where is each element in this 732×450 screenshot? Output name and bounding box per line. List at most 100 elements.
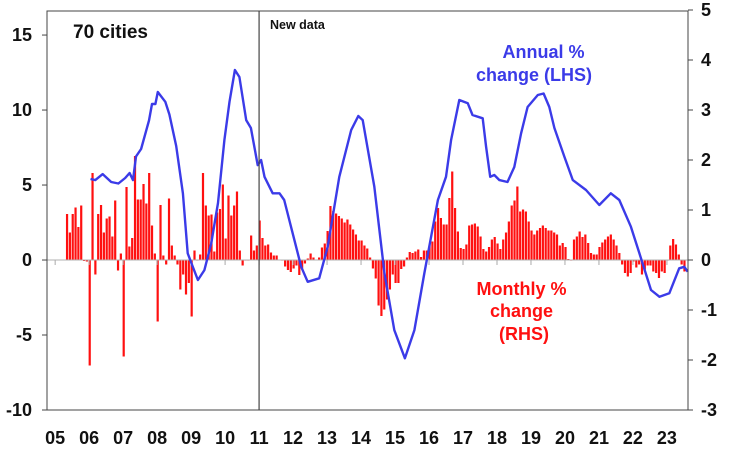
monthly-bar bbox=[224, 238, 227, 260]
monthly-bar bbox=[558, 245, 561, 260]
right-axis: -3 -2 -1 0 1 2 3 4 5 bbox=[688, 0, 717, 420]
monthly-bar bbox=[564, 247, 567, 260]
monthly-bar bbox=[357, 240, 360, 260]
monthly-bar bbox=[674, 244, 678, 260]
monthly-bar bbox=[672, 239, 675, 260]
monthly-bar bbox=[626, 260, 629, 277]
monthly-bar bbox=[561, 243, 564, 260]
monthly-bar bbox=[527, 221, 530, 260]
x-tick-label: 21 bbox=[589, 428, 609, 448]
monthly-bar bbox=[462, 249, 465, 260]
monthly-bar bbox=[371, 260, 375, 269]
monthly-bar bbox=[618, 253, 621, 260]
monthly-bar bbox=[182, 260, 185, 275]
monthly-bar bbox=[65, 214, 69, 260]
monthly-bar bbox=[349, 224, 352, 260]
monthly-bar bbox=[145, 203, 148, 260]
monthly-bars bbox=[65, 156, 686, 366]
monthly-bar bbox=[635, 260, 638, 268]
monthly-bar bbox=[165, 260, 168, 265]
monthly-bar bbox=[657, 260, 661, 278]
monthly-bar bbox=[184, 260, 188, 295]
right-axis-tick-label: 1 bbox=[701, 200, 711, 220]
monthly-bar bbox=[235, 191, 239, 260]
monthly-bar bbox=[99, 205, 103, 260]
monthly-bar bbox=[190, 260, 193, 317]
monthly-bar bbox=[275, 255, 278, 260]
monthly-bar bbox=[337, 216, 341, 260]
monthly-bar bbox=[170, 245, 173, 260]
monthly-bar bbox=[318, 257, 321, 260]
right-axis-tick-label: -2 bbox=[701, 350, 717, 370]
monthly-series-label: Monthly % change (RHS) bbox=[476, 279, 571, 344]
monthly-bar bbox=[442, 224, 445, 260]
monthly-bar bbox=[173, 255, 176, 260]
monthly-bar bbox=[422, 250, 426, 260]
monthly-bar bbox=[269, 252, 273, 260]
monthly-bar bbox=[218, 209, 222, 260]
monthly-bar bbox=[264, 245, 267, 260]
x-tick-label: 20 bbox=[555, 428, 575, 448]
monthly-bar bbox=[111, 236, 114, 260]
monthly-bar bbox=[453, 208, 457, 260]
monthly-bar bbox=[652, 260, 655, 272]
monthly-bar bbox=[575, 236, 578, 260]
monthly-bar bbox=[230, 215, 233, 260]
x-tick-label: 10 bbox=[215, 428, 235, 448]
monthly-bar bbox=[638, 260, 641, 265]
monthly-bar bbox=[479, 236, 482, 260]
monthly-bar bbox=[448, 198, 451, 260]
x-tick-label: 06 bbox=[79, 428, 99, 448]
monthly-bar bbox=[595, 254, 598, 260]
monthly-bar bbox=[94, 260, 97, 275]
monthly-bar bbox=[241, 260, 244, 266]
monthly-bar bbox=[411, 253, 414, 260]
monthly-bar bbox=[473, 223, 476, 260]
monthly-bar bbox=[572, 239, 576, 260]
monthly-bar bbox=[482, 249, 485, 260]
monthly-bar bbox=[456, 231, 459, 260]
monthly-bar bbox=[343, 222, 346, 260]
monthly-bar bbox=[332, 211, 335, 260]
monthly-bar bbox=[502, 239, 505, 260]
monthly-bar bbox=[507, 221, 510, 260]
monthly-bar bbox=[85, 260, 88, 262]
monthly-bar bbox=[587, 243, 590, 260]
monthly-bar bbox=[513, 200, 516, 260]
monthly-label-line-2: change bbox=[490, 301, 553, 321]
monthly-bar bbox=[476, 226, 479, 260]
monthly-bar bbox=[592, 254, 595, 260]
left-axis-tick-label: -5 bbox=[16, 325, 32, 345]
monthly-bar bbox=[623, 260, 627, 273]
monthly-bar bbox=[680, 260, 683, 265]
monthly-bar bbox=[643, 260, 646, 270]
right-axis-tick-label: 4 bbox=[701, 50, 711, 70]
monthly-bar bbox=[133, 156, 137, 260]
monthly-bar bbox=[366, 248, 369, 260]
monthly-bar bbox=[445, 224, 448, 260]
monthly-bar bbox=[179, 260, 182, 290]
monthly-bar bbox=[131, 238, 134, 260]
monthly-bar bbox=[301, 260, 304, 269]
monthly-bar bbox=[519, 211, 522, 260]
monthly-bar bbox=[629, 260, 632, 273]
x-tick-label: 07 bbox=[113, 428, 133, 448]
monthly-bar bbox=[516, 186, 519, 260]
x-tick-label: 15 bbox=[385, 428, 405, 448]
monthly-bar bbox=[377, 260, 380, 306]
monthly-bar bbox=[233, 205, 236, 260]
right-axis-tick-label: 2 bbox=[701, 150, 711, 170]
monthly-bar bbox=[609, 234, 612, 260]
monthly-bar bbox=[309, 253, 312, 260]
left-axis-tick-label: 10 bbox=[12, 100, 32, 120]
monthly-bar bbox=[128, 246, 131, 260]
monthly-bar bbox=[139, 199, 142, 260]
monthly-bar bbox=[340, 218, 343, 260]
annual-label-line-2: change (LHS) bbox=[476, 65, 592, 85]
right-axis-tick-label: 0 bbox=[701, 250, 711, 270]
left-axis-tick-label: 0 bbox=[22, 250, 32, 270]
monthly-bar bbox=[402, 260, 406, 267]
monthly-bar bbox=[303, 260, 307, 264]
monthly-bar bbox=[615, 245, 618, 260]
